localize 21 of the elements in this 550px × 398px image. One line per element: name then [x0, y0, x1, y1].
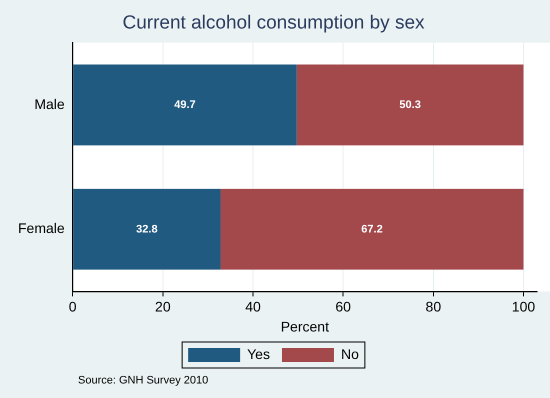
y-tick-label: Female	[18, 220, 65, 236]
x-tick-label: 80	[426, 298, 442, 315]
x-tick-label: 100	[512, 298, 536, 315]
bar	[296, 64, 524, 146]
x-tick-label: 0	[68, 298, 77, 315]
y-tick-label: Male	[34, 96, 65, 112]
x-tick-label: 60	[335, 298, 352, 315]
legend-label: No	[340, 346, 360, 362]
chart-title: Current alcohol consumption by sex	[122, 12, 426, 34]
data-label: 32.8	[136, 223, 158, 236]
data-label: 50.3	[399, 98, 421, 111]
bar	[73, 64, 297, 146]
data-label: 49.7	[174, 98, 196, 111]
source-note: Source: GNH Survey 2010	[78, 374, 208, 387]
legend-label: Yes	[247, 346, 270, 362]
x-tick-label: 40	[245, 298, 261, 315]
x-tick-label: 20	[155, 298, 171, 315]
data-label: 67.2	[361, 223, 383, 236]
bar	[220, 188, 524, 270]
x-axis-title: Percent	[280, 318, 330, 334]
bar	[73, 188, 221, 270]
